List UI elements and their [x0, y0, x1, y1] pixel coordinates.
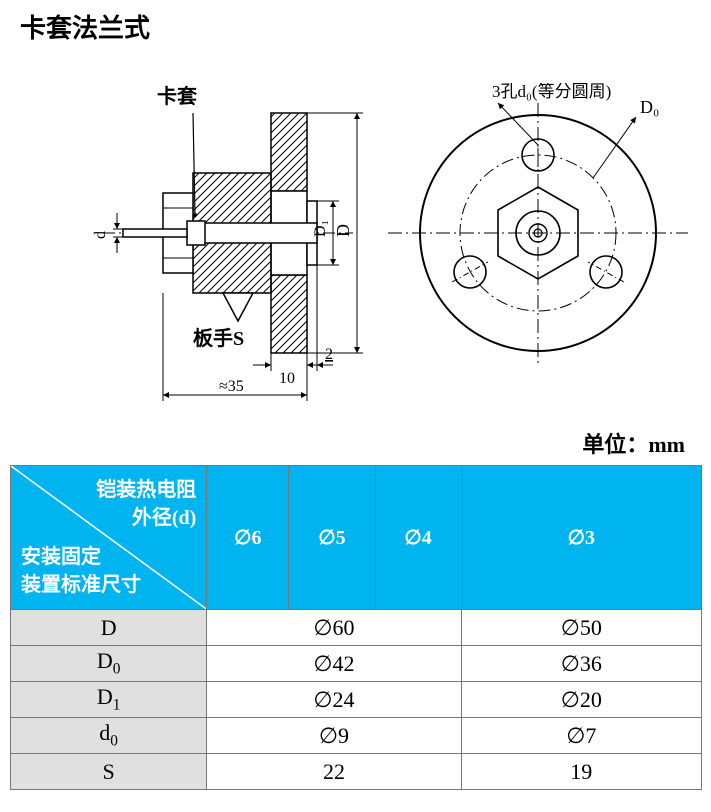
value-group-1: ∅9: [207, 718, 461, 754]
value-group-2: ∅50: [461, 610, 701, 646]
row-label: S: [11, 754, 207, 790]
hdr-top-1: 铠装热电阻: [96, 479, 196, 501]
value-group-2: 19: [461, 754, 701, 790]
col-d4: ∅4: [375, 466, 461, 610]
dim-d-outer: D: [333, 224, 353, 237]
header-diagonal: 铠装热电阻 外径(d) 安装固定 装置标准尺寸: [11, 466, 207, 610]
section-view-diagram: 卡套 板手S d D₁ D 10 2 ≈35: [23, 53, 383, 413]
value-group-1: ∅42: [207, 646, 461, 682]
value-group-2: ∅36: [461, 646, 701, 682]
table-row: D1∅24∅20: [11, 682, 702, 718]
dim-2: 2: [325, 346, 333, 363]
col-d5: ∅5: [289, 466, 375, 610]
table-row: D∅60∅50: [11, 610, 702, 646]
value-group-1: ∅24: [207, 682, 461, 718]
hdr-bot-1: 安装固定: [21, 546, 101, 568]
dim-d1: D₁: [312, 220, 329, 237]
value-group-2: ∅20: [461, 682, 701, 718]
dim-d: d: [92, 231, 109, 239]
label-ferrule: 卡套: [157, 84, 197, 108]
table-row: D0∅42∅36: [11, 646, 702, 682]
value-group-1: ∅60: [207, 610, 461, 646]
col-d6: ∅6: [207, 466, 289, 610]
page-title: 卡套法兰式: [0, 0, 711, 53]
label-holes: 3孔d₀(等分圆周): [492, 83, 611, 101]
row-label: d0: [11, 718, 207, 754]
table-row: S2219: [11, 754, 702, 790]
col-d3: ∅3: [461, 466, 701, 610]
value-group-1: 22: [207, 754, 461, 790]
table-row: d0∅9∅7: [11, 718, 702, 754]
flange-front-diagram: 3孔d₀(等分圆周) D₀: [388, 83, 688, 383]
unit-label: 单位：mm: [0, 423, 711, 465]
value-group-2: ∅7: [461, 718, 701, 754]
label-wrench: 板手S: [193, 326, 244, 350]
row-label: D1: [11, 682, 207, 718]
row-label: D0: [11, 646, 207, 682]
dim-35: ≈35: [219, 378, 244, 395]
hdr-top-2: 外径(d): [132, 507, 196, 529]
row-label: D: [11, 610, 207, 646]
label-pcd: D₀: [640, 97, 659, 117]
hdr-bot-2: 装置标准尺寸: [21, 574, 141, 596]
diagram-row: 卡套 板手S d D₁ D 10 2 ≈35: [0, 53, 711, 423]
dim-10: 10: [279, 370, 295, 387]
dimension-table: 铠装热电阻 外径(d) 安装固定 装置标准尺寸 ∅6 ∅5 ∅4 ∅3 D∅60…: [10, 465, 702, 790]
